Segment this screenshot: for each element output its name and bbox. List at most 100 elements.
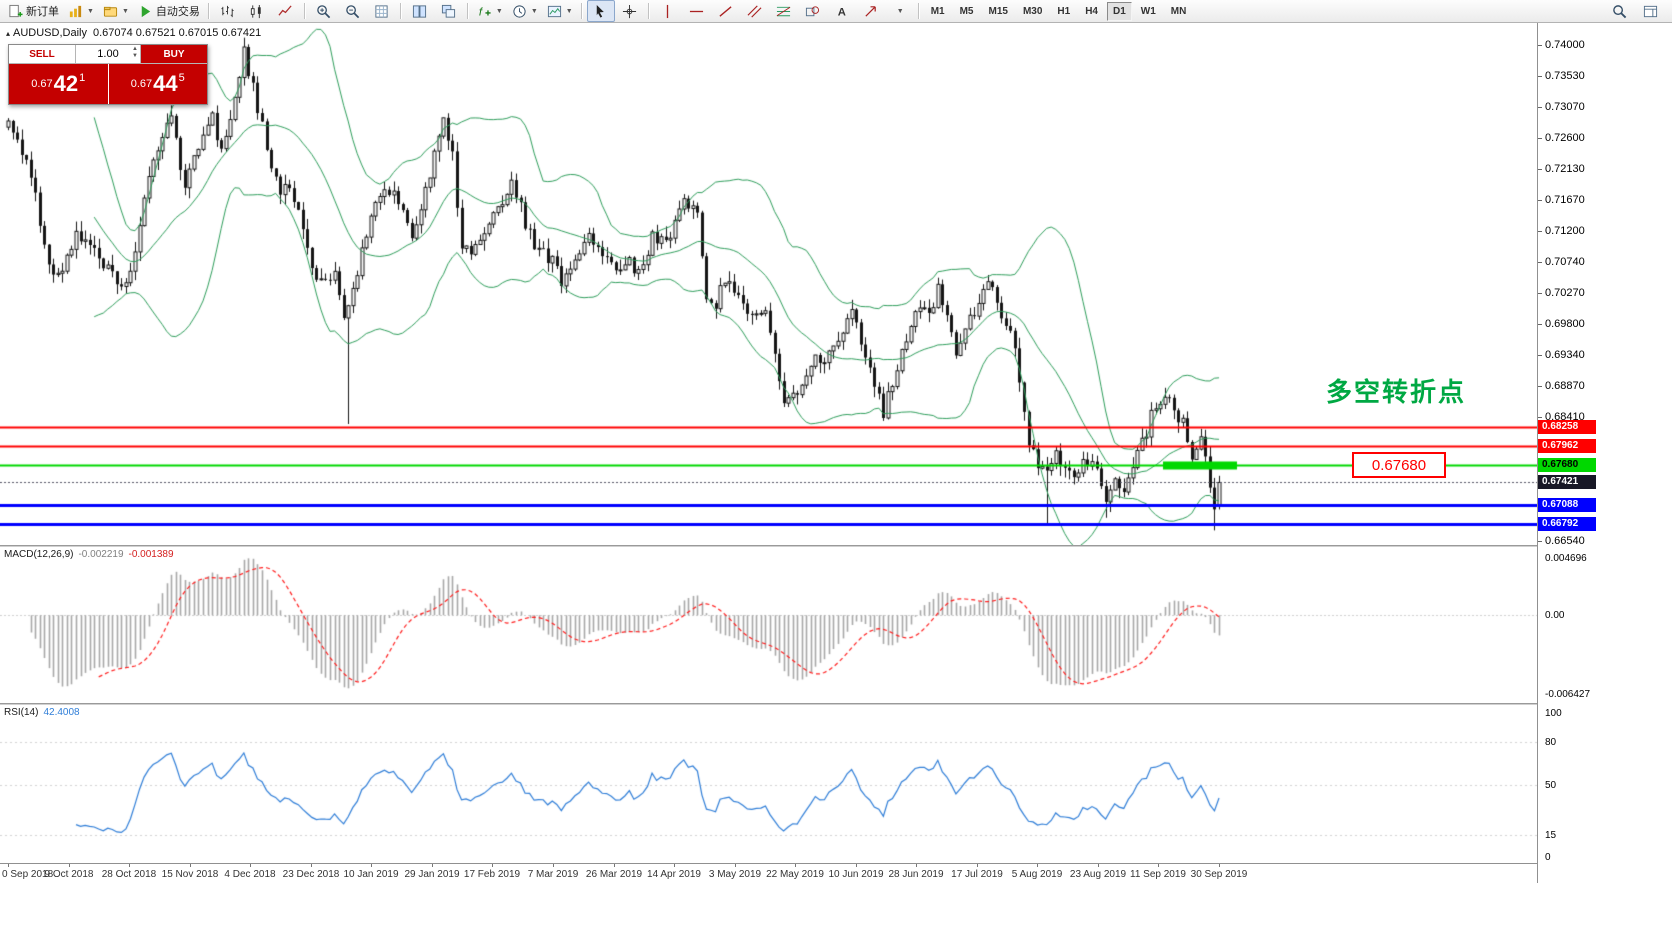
timeframe-m15-button[interactable]: M15: [988, 5, 1008, 17]
line-chart-button[interactable]: [272, 0, 300, 22]
date-label: 5 Aug 2019: [1011, 869, 1063, 880]
panel-separator[interactable]: [0, 703, 1537, 705]
horizontal-line-button[interactable]: [683, 0, 711, 22]
sell-button[interactable]: 0.67 42 1: [9, 64, 109, 104]
buy-label[interactable]: BUY: [141, 45, 207, 63]
macd-axis-label: -0.006427: [1545, 689, 1591, 700]
time-tick-mark: [492, 864, 493, 867]
volume-input[interactable]: 1.00 ▲ ▼: [75, 45, 141, 63]
timeframe-m30-button[interactable]: M30: [1022, 5, 1043, 17]
channel-button[interactable]: [741, 0, 769, 22]
macd-signal-value: -0.001389: [128, 549, 174, 560]
spinner-down-icon[interactable]: ▼: [132, 53, 138, 59]
price-level-badge: 0.68258: [1538, 420, 1596, 434]
date-label: 22 May 2019: [766, 869, 824, 880]
macd-canvas[interactable]: [0, 547, 1537, 703]
toolbar: 新订单 ▼ ▼ 自动交易 f ▼ ▼ ▼ A ▼ M1 M5 M15 M30 H1 H4 D1 W1 MN: [0, 0, 1672, 23]
timeframe-w1-button[interactable]: W1: [1140, 5, 1156, 17]
sell-price-prefix: 0.67: [31, 78, 53, 90]
one-click-trading-panel: SELL 1.00 ▲ ▼ BUY 0.67 42 1 0.67 44 5: [8, 44, 208, 105]
auto-trading-button[interactable]: 自动交易: [134, 0, 204, 22]
date-label: 17 Feb 2019: [463, 869, 521, 880]
axis-tick-mark: [1538, 541, 1542, 542]
date-label: 14 Apr 2019: [647, 869, 701, 880]
timeframe-h4-button[interactable]: H4: [1085, 5, 1098, 17]
price-tick-label: 0.69340: [1545, 349, 1585, 361]
time-tick-mark: [1037, 864, 1038, 867]
buy-price-big: 44: [153, 71, 178, 96]
price-tick-label: 0.72130: [1545, 163, 1585, 175]
new-chart-button[interactable]: ▼: [64, 0, 98, 22]
volume-spinner[interactable]: ▲ ▼: [132, 46, 138, 60]
one-click-collapse-icon[interactable]: ▴: [6, 29, 11, 38]
time-tick-mark: [735, 864, 736, 867]
zoom-out-button[interactable]: [339, 0, 367, 22]
macd-name: MACD(12,26,9): [4, 549, 74, 560]
panel-separator[interactable]: [0, 545, 1537, 547]
macd-main-value: -0.002219: [78, 549, 124, 560]
zoom-in-button[interactable]: [310, 0, 338, 22]
timeframe-m5-button[interactable]: M5: [959, 5, 974, 17]
date-label: 30 Sep 2019: [1190, 869, 1248, 880]
timeframe-d1-button[interactable]: D1: [1107, 1, 1132, 21]
timeframe-mn-button[interactable]: MN: [1170, 5, 1187, 17]
indicators-button[interactable]: f ▼: [473, 0, 507, 22]
rsi-axis-label: 15: [1545, 830, 1557, 841]
toolbar-separator: [303, 3, 306, 19]
objects-more-button[interactable]: ▼: [886, 0, 914, 22]
sell-label[interactable]: SELL: [9, 45, 75, 63]
fibonacci-button[interactable]: [770, 0, 798, 22]
cascade-windows-button[interactable]: [435, 0, 463, 22]
date-label: 0 Sep 2018: [2, 869, 54, 880]
buy-button[interactable]: 0.67 44 5: [108, 64, 207, 104]
macd-axis-label: 0.004696: [1545, 553, 1587, 564]
time-tick-mark: [69, 864, 70, 867]
date-label: 15 Nov 2018: [161, 869, 219, 880]
profiles-button[interactable]: ▼: [99, 0, 133, 22]
toolbar-separator: [580, 3, 583, 19]
chevron-down-icon: ▼: [565, 7, 573, 15]
timeframe-h1-button[interactable]: H1: [1057, 5, 1071, 17]
level-price-box[interactable]: 0.67680: [1352, 452, 1446, 478]
trendline-button[interactable]: [712, 0, 740, 22]
templates-button[interactable]: ▼: [543, 0, 577, 22]
time-axis[interactable]: 0 Sep 2018 9 Oct 2018 28 Oct 2018 15 Nov 20…: [0, 863, 1537, 884]
vertical-line-button[interactable]: [654, 0, 682, 22]
shapes-button[interactable]: [799, 0, 827, 22]
price-tick-label: 0.71200: [1545, 225, 1585, 237]
price-tick-label: 0.69800: [1545, 318, 1585, 330]
grid-button[interactable]: [368, 0, 396, 22]
price-axis[interactable]: 0.74000 0.73530 0.73070 0.72600 0.72130 0.716…: [1537, 23, 1672, 883]
price-chart-canvas[interactable]: [0, 23, 1537, 545]
time-tick-mark: [1158, 864, 1159, 867]
date-label: 23 Dec 2018: [282, 869, 340, 880]
time-tick-mark: [553, 864, 554, 867]
cursor-button[interactable]: [586, 0, 615, 22]
tile-windows-button[interactable]: [406, 0, 434, 22]
rsi-canvas[interactable]: [0, 705, 1537, 863]
timeframe-m1-button[interactable]: M1: [930, 5, 945, 17]
candlestick-chart-button[interactable]: [243, 0, 271, 22]
bar-chart-button[interactable]: [214, 0, 242, 22]
toolbar-separator: [207, 3, 210, 19]
rsi-axis-label: 100: [1545, 708, 1562, 719]
axis-tick-mark: [1538, 107, 1542, 108]
search-button[interactable]: [1605, 0, 1633, 22]
new-order-button[interactable]: 新订单: [4, 0, 63, 22]
price-level-badge: 0.66792: [1538, 517, 1596, 531]
data-window-button[interactable]: [1636, 0, 1664, 22]
crosshair-button[interactable]: [616, 0, 644, 22]
chevron-down-icon: ▼: [495, 7, 503, 15]
macd-indicator-label: MACD(12,26,9) -0.002219 -0.001389: [4, 549, 174, 560]
sell-price-pip: 1: [79, 72, 86, 84]
chevron-down-icon: ▼: [87, 7, 94, 15]
chart-title: ▴ AUDUSD,Daily 0.67074 0.67521 0.67015 0.6…: [6, 27, 261, 39]
time-tick-mark: [371, 864, 372, 867]
chevron-down-icon: ▼: [121, 7, 129, 15]
macd-axis-label: 0.00: [1545, 610, 1565, 621]
arrow-button[interactable]: [857, 0, 885, 22]
spinner-up-icon[interactable]: ▲: [132, 46, 138, 52]
time-tick-mark: [432, 864, 433, 867]
text-button[interactable]: A: [828, 0, 856, 22]
periods-button[interactable]: ▼: [508, 0, 542, 22]
